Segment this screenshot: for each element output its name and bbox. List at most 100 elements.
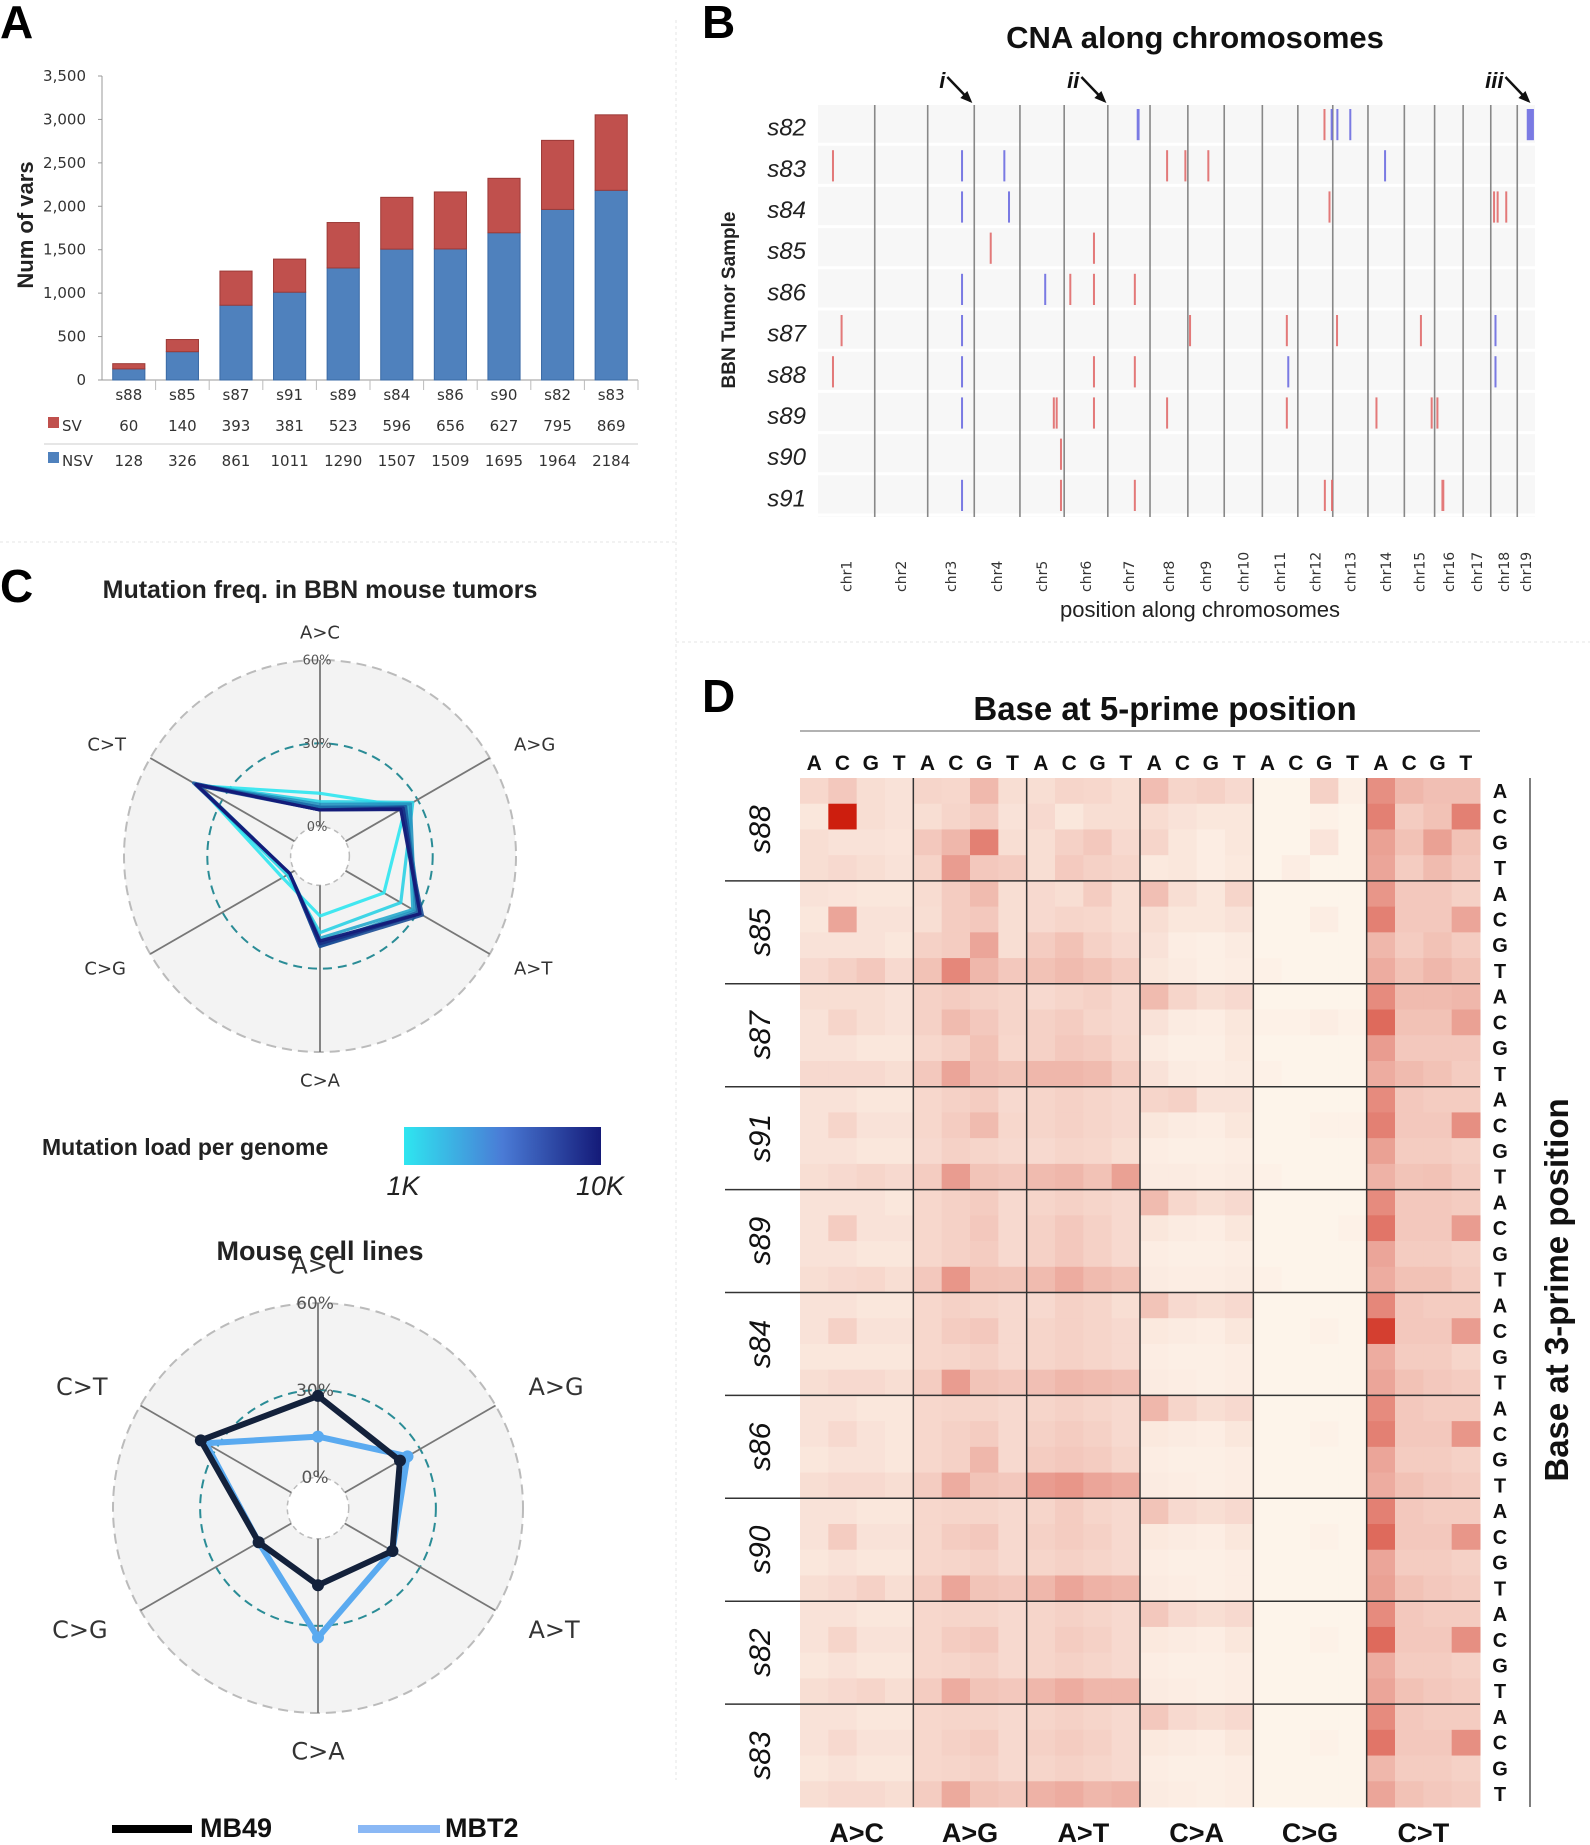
heatmap-cell	[1196, 1189, 1226, 1216]
heatmap-cell	[1338, 1112, 1368, 1139]
heatmap-cell	[885, 1163, 914, 1191]
heatmap-cell	[1168, 1060, 1198, 1088]
chromosome-label: chr3	[944, 561, 960, 592]
heatmap-cell	[828, 983, 858, 1011]
heatmap-cell	[1423, 906, 1453, 933]
heatmap-cell	[1083, 1163, 1113, 1191]
heatmap-cell	[1253, 958, 1283, 985]
heatmap-cell	[1366, 1112, 1396, 1139]
heatmap-cell	[856, 1575, 886, 1602]
heatmap-cell	[856, 1601, 886, 1628]
heatmap-cell	[1196, 1575, 1226, 1602]
heatmap-cell	[1196, 1163, 1226, 1191]
chromosome-label: chr14	[1379, 552, 1395, 592]
heatmap-cell	[913, 855, 943, 882]
heatmap-cell	[1338, 1343, 1368, 1371]
heatmap-cell	[1111, 1446, 1141, 1474]
heatmap-cell	[1281, 983, 1311, 1011]
heatmap-cell	[1225, 1524, 1254, 1551]
heatmap-cell	[1338, 1704, 1368, 1731]
heatmap-cell	[1310, 1652, 1339, 1679]
heatmap-cell	[1225, 1678, 1254, 1705]
heatmap-cell	[1395, 983, 1424, 1011]
heatmap-cell	[1310, 1755, 1339, 1782]
heatmap-cell	[1366, 1704, 1396, 1731]
heatmap-cell	[913, 1035, 943, 1062]
radar-axis-label: A>T	[528, 1616, 580, 1644]
five-prime-base-label: A	[1033, 752, 1048, 775]
heatmap-cell	[1253, 1343, 1283, 1371]
heatmap-cell	[1253, 855, 1283, 882]
heatmap-cell	[1253, 1549, 1283, 1576]
heatmap-cell	[1225, 1369, 1254, 1396]
bar-sv	[326, 222, 360, 269]
heatmap-cell	[1140, 1446, 1169, 1474]
bar-nsv	[541, 208, 575, 381]
radar-series-s83	[194, 782, 422, 943]
heatmap-cell	[1310, 1318, 1339, 1345]
heatmap-cell	[1168, 829, 1198, 856]
annotation-arrowhead	[960, 91, 973, 103]
heatmap-cell	[998, 1395, 1028, 1422]
heatmap-cell	[1111, 1343, 1141, 1371]
heatmap-cell	[1168, 1138, 1198, 1165]
chart-c2: A>CA>GA>TC>AC>GC>T0%30%60%	[52, 1251, 583, 1765]
heatmap-cell	[1451, 906, 1481, 933]
sample-label: s82	[767, 115, 806, 142]
heatmap-cell	[941, 1343, 971, 1371]
heatmap-cell	[1253, 1035, 1283, 1062]
heatmap-cell	[800, 1060, 829, 1088]
heatmap-cell	[1083, 1292, 1113, 1319]
table-cell: 393	[222, 417, 251, 435]
heatmap-cell	[1423, 1112, 1453, 1139]
heatmap-cell	[1196, 1446, 1226, 1474]
heatmap-cell	[1253, 803, 1283, 830]
heatmap-cell	[998, 958, 1028, 985]
heatmap-cell	[1281, 1009, 1311, 1036]
heatmap-cell	[1026, 1241, 1056, 1268]
heatmap-cell	[1451, 1241, 1481, 1268]
heatmap-cell	[856, 855, 886, 882]
heatmap-cell	[1111, 1009, 1141, 1036]
heatmap-cell	[1140, 1215, 1169, 1242]
heatmap-cell	[828, 932, 858, 959]
radar-point-MB49	[252, 1536, 265, 1549]
heatmap-cell	[1366, 1729, 1396, 1757]
sample-label: s86	[744, 1422, 777, 1471]
heatmap-cell	[885, 1626, 914, 1654]
heatmap-cell	[1111, 1138, 1141, 1165]
heatmap-cell	[970, 1524, 999, 1551]
heatmap-cell	[913, 1163, 943, 1191]
panel-letter-d: D	[702, 670, 735, 722]
y-tick-label: 1,500	[43, 241, 86, 259]
heatmap-cell	[1366, 1678, 1396, 1705]
heatmap-cell	[885, 1395, 914, 1422]
heatmap-cell	[1395, 1498, 1424, 1525]
chromosome-label: chr13	[1343, 552, 1359, 592]
heatmap-cell	[1055, 1575, 1084, 1602]
heatmap-cell	[828, 1266, 858, 1293]
heatmap-cell	[1451, 1060, 1481, 1088]
heatmap-cell	[970, 1009, 999, 1036]
heatmap-cell	[1225, 1163, 1254, 1191]
heatmap-cell	[1055, 1395, 1084, 1422]
cna-event-gain	[1441, 479, 1445, 511]
heatmap-cell	[1451, 1601, 1481, 1628]
heatmap-cell	[885, 1112, 914, 1139]
heatmap-cell	[1111, 1729, 1141, 1757]
bar-sv	[433, 191, 467, 250]
heatmap-cell	[828, 1678, 858, 1705]
heatmap-cell	[1423, 880, 1453, 908]
bar-sv	[380, 196, 414, 250]
heatmap-cell	[1253, 829, 1283, 856]
heatmap-cell	[1281, 1472, 1311, 1499]
heatmap-cell	[800, 1215, 829, 1242]
heatmap-cell	[1225, 829, 1254, 856]
heatmap-cell	[1253, 1446, 1283, 1474]
heatmap-cell	[1451, 1163, 1481, 1191]
heatmap-cell	[1026, 1549, 1056, 1576]
heatmap-cell	[1366, 1318, 1396, 1345]
heatmap-cell	[885, 1421, 914, 1448]
chromosome-label: chr10	[1236, 552, 1252, 592]
heatmap-cell	[1253, 1215, 1283, 1242]
